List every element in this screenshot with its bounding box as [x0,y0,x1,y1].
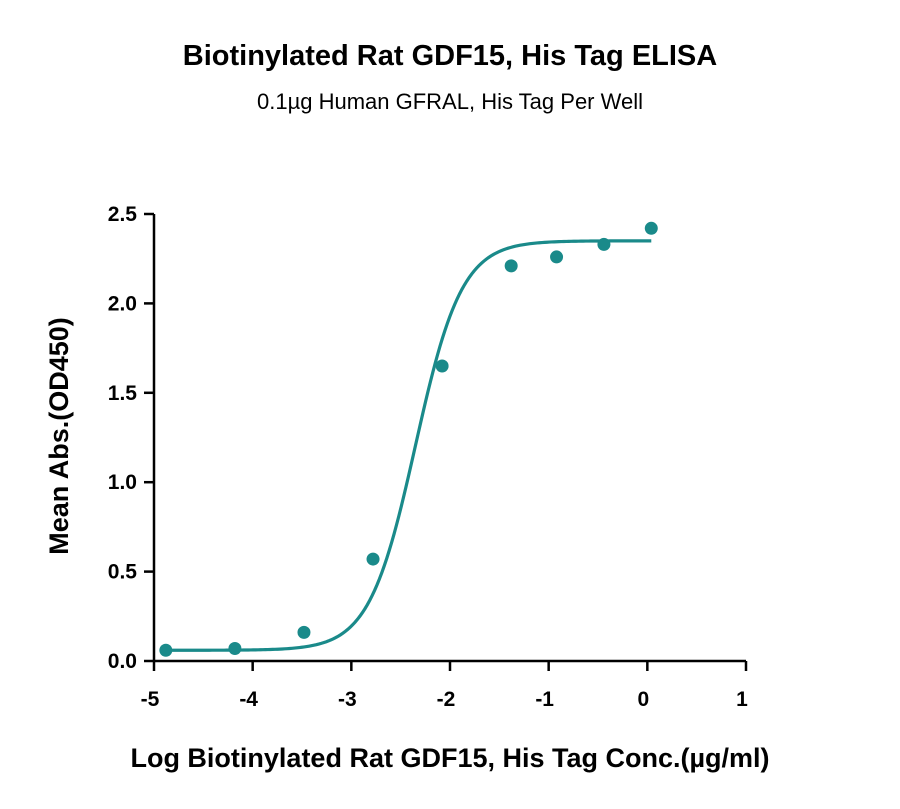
x-tick-label: 0 [637,688,649,711]
y-axis-title: Mean Abs.(OD450) [44,317,74,555]
y-tick-label: 0.0 [108,650,137,673]
data-point [297,625,311,639]
points-layer [159,221,658,657]
fit-curve [165,239,652,652]
chart-title: Biotinylated Rat GDF15, His Tag ELISA [182,40,718,72]
x-tick-label: -2 [437,688,456,711]
data-point [644,221,658,235]
x-tick-label: 1 [736,688,748,711]
x-axis-title: Log Biotinylated Rat GDF15, His Tag Conc… [130,743,769,773]
data-point [550,250,564,264]
data-point [366,552,380,566]
data-point [435,359,449,373]
y-tick-label: 1.0 [108,471,137,494]
y-tick-label: 0.5 [108,561,138,584]
x-tick-label: -1 [535,688,554,711]
chart-subtitle: 0.1µg Human GFRAL, His Tag Per Well [256,89,643,114]
data-point [597,237,611,251]
x-tick-label: -4 [239,688,258,711]
y-tick-label: 2.5 [108,203,138,226]
data-point [504,259,518,273]
data-point [159,643,173,657]
fit-layer [165,239,652,652]
x-tick-label: -5 [141,688,160,711]
y-tick-label: 1.5 [108,382,138,405]
x-tick-label: -3 [338,688,357,711]
axes: -5 -4 -3 -2 -1 0 1 0.0 0.5 1.0 1.5 2.0 2.5 [108,203,748,711]
data-point [228,641,242,655]
y-tick-label: 2.0 [108,292,137,315]
